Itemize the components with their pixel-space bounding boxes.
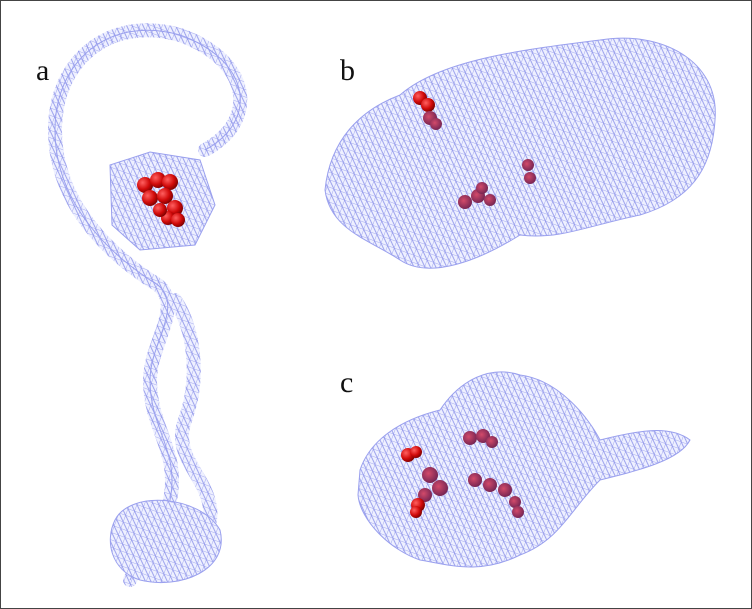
figure: a b c bbox=[0, 0, 752, 609]
panel-label: a bbox=[36, 54, 49, 87]
panel-label: b bbox=[340, 54, 355, 87]
panel-label: c bbox=[340, 366, 353, 399]
